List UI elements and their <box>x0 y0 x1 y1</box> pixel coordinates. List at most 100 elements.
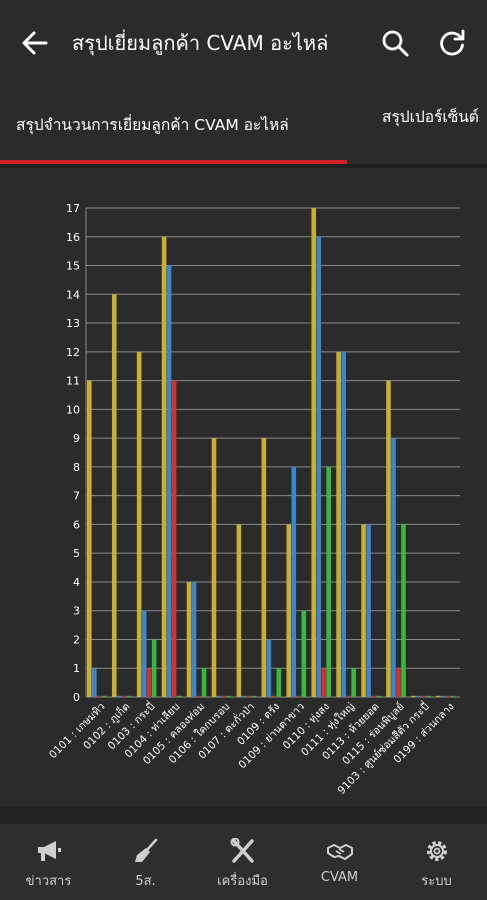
bar <box>316 236 321 697</box>
y-tick-label: 4 <box>73 576 80 589</box>
arrow-left-icon <box>22 31 48 55</box>
bar <box>221 695 227 697</box>
bar <box>246 695 252 697</box>
y-tick-label: 16 <box>66 231 80 244</box>
bar <box>251 695 257 697</box>
bar <box>111 294 117 697</box>
chart-container: 0 1 2 3 4 5 6 7 8 9 10 11 12 13 14 15 16 17 0101 : เกษมทิว… <box>0 168 487 808</box>
app-bar: สรุปเยี่ยมลูกค้า CVAM อะไหล่ <box>0 0 487 86</box>
bar <box>441 695 446 697</box>
tab-bar: สรุปจำนวนการเยี่ยมลูกค้า CVAM อะไหล่ สรุ… <box>0 86 487 168</box>
bar <box>136 351 142 697</box>
bar <box>396 668 401 697</box>
bar <box>371 695 376 697</box>
bar <box>451 695 456 697</box>
bottom-nav: ข่าวสาร 5ส. เครื่องมือ CVAM ระบบ <box>0 824 487 900</box>
nav-item-tools[interactable]: เครื่องมือ <box>194 824 291 900</box>
bar <box>301 610 307 697</box>
bar <box>166 265 172 697</box>
nav-label-5s: 5ส. <box>135 874 156 889</box>
bar <box>411 695 416 697</box>
bar <box>87 380 92 697</box>
handshake-icon <box>326 844 353 860</box>
broom-icon <box>134 838 157 862</box>
y-tick-label: 11 <box>66 375 80 388</box>
bar <box>291 466 297 697</box>
bar <box>351 668 356 697</box>
bar <box>211 438 217 697</box>
bar <box>361 524 366 697</box>
tab-visit-percent[interactable]: สรุปเปอร์เซ็นต์ <box>382 108 479 126</box>
y-tick-label: 13 <box>66 317 80 330</box>
bar <box>141 610 147 697</box>
gear-icon <box>426 841 447 861</box>
nav-item-5s[interactable]: 5ส. <box>97 824 194 900</box>
tab-visit-count[interactable]: สรุปจำนวนการเยี่ยมลูกค้า CVAM อะไหล่ <box>16 116 289 134</box>
bar <box>97 695 102 697</box>
bar <box>326 466 331 697</box>
bar <box>436 695 441 697</box>
bar <box>191 581 197 697</box>
bar <box>336 351 341 697</box>
bar <box>271 695 277 697</box>
nav-item-cvam[interactable]: CVAM <box>291 824 388 900</box>
bar <box>102 695 107 697</box>
bar <box>366 524 371 697</box>
bar <box>226 695 232 697</box>
bar <box>296 695 302 697</box>
search-icon <box>382 30 409 57</box>
y-tick-label: 15 <box>66 260 80 273</box>
bar <box>201 668 207 697</box>
bar <box>446 695 451 697</box>
y-tick-label: 5 <box>73 547 80 560</box>
nav-item-system[interactable]: ระบบ <box>388 824 485 900</box>
bar <box>236 524 242 697</box>
bar <box>121 695 127 697</box>
refresh-button[interactable] <box>436 27 468 59</box>
bar <box>286 524 292 697</box>
bar <box>176 695 182 697</box>
bar <box>401 524 406 697</box>
y-tick-label: 0 <box>73 691 80 704</box>
bar <box>151 639 157 697</box>
back-button[interactable] <box>18 26 52 60</box>
bar <box>126 695 132 697</box>
nav-label-system: ระบบ <box>421 874 452 889</box>
y-tick-label: 10 <box>66 403 80 416</box>
bar <box>311 208 316 697</box>
megaphone-icon <box>37 841 61 861</box>
nav-label-news: ข่าวสาร <box>25 874 72 889</box>
bar <box>92 668 97 697</box>
bar <box>171 380 177 697</box>
y-tick-label: 3 <box>73 605 80 618</box>
nav-label-tools: เครื่องมือ <box>217 874 268 889</box>
bar <box>186 581 192 697</box>
bar <box>426 695 431 697</box>
y-tick-label: 8 <box>73 461 80 474</box>
bar <box>321 668 326 697</box>
y-tick-label: 7 <box>73 490 80 503</box>
search-button[interactable] <box>380 28 410 58</box>
nav-label-cvam: CVAM <box>320 870 359 885</box>
bar <box>161 236 167 697</box>
bar <box>416 695 421 697</box>
y-tick-label: 1 <box>73 662 80 675</box>
nav-item-news[interactable]: ข่าวสาร <box>0 824 97 900</box>
page-title: สรุปเยี่ยมลูกค้า CVAM อะไหล่ <box>72 31 329 55</box>
bar <box>196 695 202 697</box>
content-bottom-band <box>0 806 487 824</box>
bar <box>276 668 282 697</box>
bar <box>266 639 272 697</box>
bar <box>391 438 396 697</box>
y-tick-label: 9 <box>73 432 80 445</box>
bar <box>146 668 152 697</box>
bar <box>376 695 381 697</box>
bar <box>421 695 426 697</box>
bar <box>346 695 351 697</box>
y-tick-label: 17 <box>66 202 80 215</box>
tab-divider <box>0 164 487 168</box>
bar <box>116 695 122 697</box>
bar <box>261 438 267 697</box>
bar <box>216 695 222 697</box>
